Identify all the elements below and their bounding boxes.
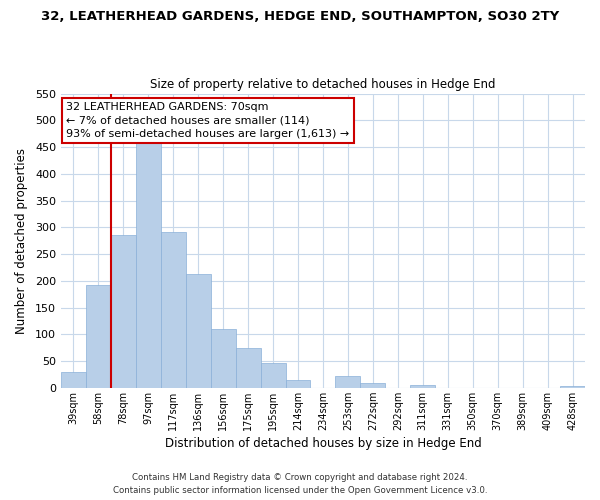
X-axis label: Distribution of detached houses by size in Hedge End: Distribution of detached houses by size … [164,437,481,450]
Bar [236,348,260,388]
Bar [410,385,435,388]
Bar [260,362,286,388]
Text: 32 LEATHERHEAD GARDENS: 70sqm
← 7% of detached houses are smaller (114)
93% of s: 32 LEATHERHEAD GARDENS: 70sqm ← 7% of de… [66,102,349,139]
Text: 32, LEATHERHEAD GARDENS, HEDGE END, SOUTHAMPTON, SO30 2TY: 32, LEATHERHEAD GARDENS, HEDGE END, SOUT… [41,10,559,23]
Bar [211,329,236,388]
Bar [61,372,86,388]
Bar [86,284,111,388]
Bar [286,380,310,388]
Title: Size of property relative to detached houses in Hedge End: Size of property relative to detached ho… [150,78,496,91]
Bar [335,376,361,388]
Y-axis label: Number of detached properties: Number of detached properties [15,148,28,334]
Bar [186,274,211,388]
Bar [361,384,385,388]
Bar [560,386,585,388]
Bar [161,232,186,388]
Bar [136,144,161,388]
Text: Contains HM Land Registry data © Crown copyright and database right 2024.
Contai: Contains HM Land Registry data © Crown c… [113,474,487,495]
Bar [111,236,136,388]
